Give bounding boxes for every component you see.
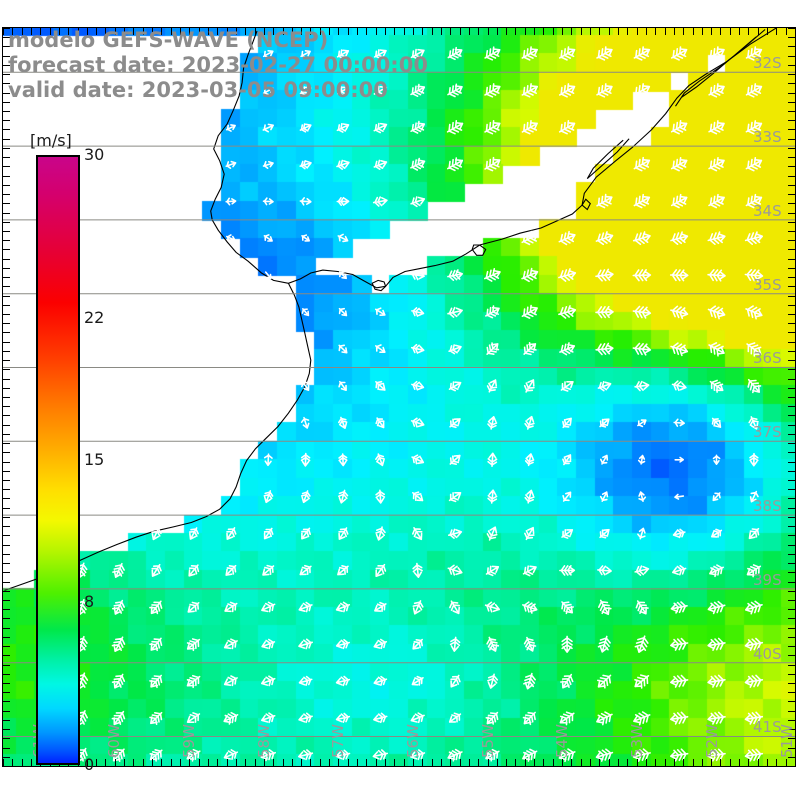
colorbar-tick-label: 8 (84, 592, 95, 612)
longitude-label: 59W (179, 724, 198, 758)
longitude-label: 58W (254, 724, 273, 758)
coastline-overlay (4, 28, 778, 591)
colorbar-gradient (36, 155, 80, 765)
latitude-label: 40S (753, 644, 782, 663)
longitude-label: 53W (628, 724, 647, 758)
latitude-label: 34S (753, 201, 782, 220)
latitude-label: 36S (753, 349, 782, 368)
latitude-label: 41S (753, 718, 782, 737)
colorbar-tick-label: 30 (84, 145, 105, 164)
longitude-label: 56W (404, 724, 422, 758)
longitude-label: 60W (105, 724, 124, 758)
figure-title-block: modelo GEFS-WAVE (NCEP) forecast date: 2… (0, 28, 520, 103)
colorbar-unit-label: [m/s] (30, 131, 72, 150)
windspeed-heatmap (3, 28, 795, 766)
title-forecast-date: forecast date: 2023-02-27 00:00:00 (8, 53, 428, 77)
longitude-label: 54W (553, 724, 572, 758)
colorbar-tick-label: 22 (84, 307, 105, 327)
latitude-label: 35S (753, 275, 782, 294)
map-frame: 61W60W59W58W57W56W55W54W53W52W51W 32S33S… (2, 27, 796, 767)
latitude-label: 38S (753, 497, 782, 516)
wind-vector-overlay (37, 46, 764, 763)
map-plot-area (3, 28, 795, 766)
latitude-label: 39S (753, 570, 782, 589)
colorbar-tick-label: 0 (84, 755, 95, 774)
title-model: modelo GEFS-WAVE (NCEP) (8, 28, 329, 52)
longitude-label: 55W (478, 724, 497, 758)
graticule-grid (3, 71, 795, 737)
colorbar-tick-label: 15 (84, 450, 105, 469)
longitude-label: 57W (329, 724, 348, 758)
latitude-label: 32S (753, 54, 782, 73)
latitude-label: 33S (753, 128, 782, 147)
title-valid-date: valid date: 2023-03-05 09:00:00 (8, 78, 388, 102)
latitude-label: 37S (753, 423, 782, 442)
longitude-label: 52W (702, 724, 721, 758)
